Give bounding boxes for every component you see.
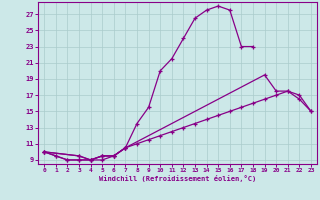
X-axis label: Windchill (Refroidissement éolien,°C): Windchill (Refroidissement éolien,°C): [99, 175, 256, 182]
